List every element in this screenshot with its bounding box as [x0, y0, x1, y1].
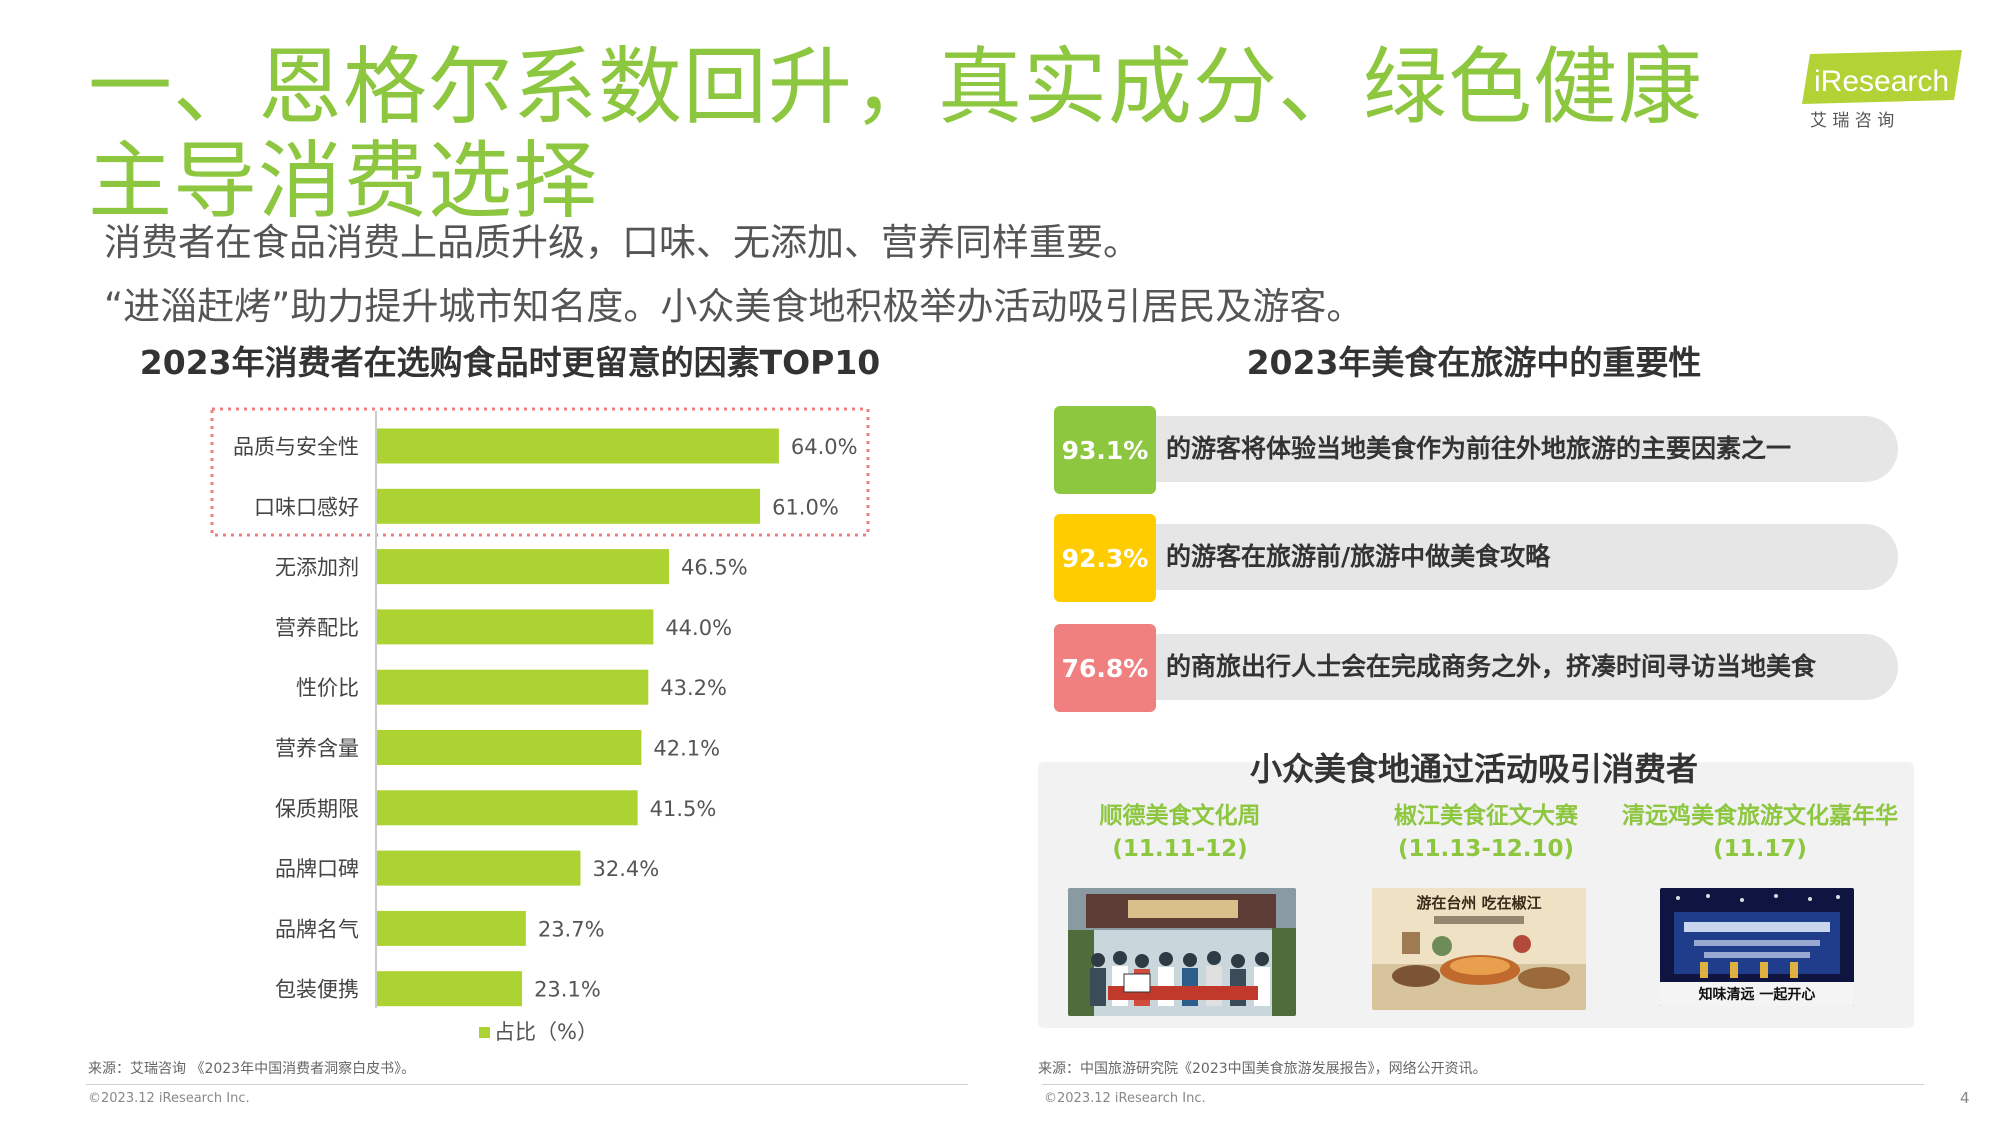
category-label: 营养含量 [275, 737, 359, 761]
category-label: 包装便携 [275, 978, 359, 1002]
stat-value-box: 76.8% [1054, 624, 1156, 712]
stat-text: 的游客在旅游前/旅游中做美食攻略 [1166, 542, 1551, 571]
stat-row-1: 93.1% 的游客将体验当地美食作为前往外地旅游的主要因素之一 [1054, 406, 1898, 494]
category-label: 保质期限 [275, 797, 359, 821]
stat-row-3: 76.8% 的商旅出行人士会在完成商务之外，挤凑时间寻访当地美食 [1054, 624, 1898, 712]
event-2-date: (11.13-12.10) [1397, 836, 1575, 862]
event-3-name: 清远鸡美食旅游文化嘉年华 [1622, 803, 1898, 829]
stat-pill [1108, 416, 1898, 482]
value-label: 23.7% [538, 917, 605, 941]
value-label: 61.0% [772, 495, 839, 519]
category-label: 口味口感好 [254, 495, 359, 519]
bar [377, 971, 523, 1007]
event-2-name: 椒江美食征文大赛 [1394, 803, 1578, 829]
event-2-poster-text: 游在台州 吃在椒江 [1416, 894, 1541, 912]
events-title: 小众美食地通过活动吸引消费者 [1249, 750, 1698, 788]
stat-text: 的游客将体验当地美食作为前往外地旅游的主要因素之一 [1166, 434, 1792, 463]
legend-swatch [479, 1027, 490, 1038]
right-panel-title: 2023年美食在旅游中的重要性 [1246, 343, 1702, 382]
event-1-name: 顺德美食文化周 [1099, 803, 1261, 829]
factors-bar-chart: 品质与安全性 64.0% 口味口感好 61.0% 无添加剂 46.5% 营养配比 44.0% 性… [210, 407, 870, 1044]
stat-value-box: 93.1% [1054, 406, 1156, 494]
value-label: 42.1% [653, 737, 720, 761]
subtitle-2: “进淄赶烤”助力提升城市知名度。小众美食地积极举办活动吸引居民及游客。 [104, 285, 1364, 328]
bar [377, 790, 638, 826]
event-2-poster: 游在台州 吃在椒江 [1372, 888, 1586, 1010]
category-label: 品牌口碑 [275, 857, 359, 881]
left-chart-title: 2023年消费者在选购食品时更留意的因素TOP10 [139, 343, 881, 382]
page-title: 一、恩格尔系数回升，真实成分、绿色健康主导消费选择 [88, 38, 1704, 230]
event-1-date: (11.11-12) [1112, 836, 1248, 862]
value-label: 23.1% [534, 978, 601, 1002]
category-label: 性价比 [296, 676, 359, 700]
iresearch-logo: iResearch 艾 瑞 咨 询 [1796, 50, 1966, 131]
bar [377, 910, 526, 946]
value-label: 46.5% [681, 556, 748, 580]
source-right: 来源：中国旅游研究院《2023中国美食旅游发展报告》，网络公开资讯。 [1038, 1061, 1487, 1077]
copyright-right: ©2023.12 iResearch Inc. [1044, 1091, 1206, 1106]
logo-brand-text: iResearch [1814, 65, 1949, 98]
event-3-date: (11.17) [1713, 836, 1807, 862]
category-label: 品牌名气 [275, 917, 359, 941]
source-left: 来源：艾瑞咨询 《2023年中国消费者洞察白皮书》。 [88, 1061, 416, 1077]
stat-text: 的商旅出行人士会在完成商务之外，挤凑时间寻访当地美食 [1166, 652, 1817, 681]
bar [377, 850, 581, 886]
category-label: 无添加剂 [275, 556, 359, 580]
bar [377, 488, 761, 524]
copyright-left: ©2023.12 iResearch Inc. [88, 1091, 250, 1106]
category-label: 品质与安全性 [233, 435, 359, 459]
event-3-photo-text: 知味清远 一起开心 [1699, 986, 1816, 1003]
subtitle-1: 消费者在食品消费上品质升级，口味、无添加、营养同样重要。 [104, 221, 1140, 264]
page-number: 4 [1960, 1089, 1970, 1107]
bar [377, 549, 670, 585]
bar [377, 730, 642, 765]
value-label: 64.0% [791, 435, 858, 459]
bar [377, 428, 779, 464]
logo-cn-text: 艾 瑞 咨 询 [1810, 111, 1894, 130]
category-label: 营养配比 [275, 616, 359, 640]
footer-rule-right [1042, 1084, 1924, 1085]
highlight-box [210, 407, 870, 537]
stat-pill [1108, 634, 1898, 700]
value-label: 41.5% [650, 797, 717, 821]
stat-row-2: 92.3% 的游客在旅游前/旅游中做美食攻略 [1054, 514, 1898, 602]
bar [377, 609, 654, 645]
stat-pill [1108, 524, 1898, 590]
bar [377, 669, 649, 705]
value-label: 32.4% [592, 857, 659, 881]
event-3-stage-photo: 知味清远 一起开心 [1660, 888, 1854, 1006]
legend-label: 占比（%） [494, 1020, 598, 1044]
event-1-photo [1068, 888, 1296, 1016]
value-label: 43.2% [660, 676, 727, 700]
stat-value-box: 92.3% [1054, 514, 1156, 602]
value-label: 44.0% [665, 616, 732, 640]
footer-rule-left [86, 1084, 968, 1085]
